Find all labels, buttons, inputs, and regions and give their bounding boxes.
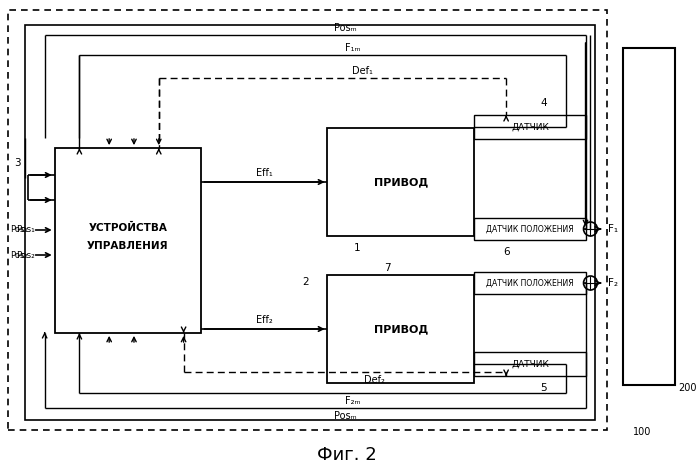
Bar bbox=[475, 272, 585, 294]
Text: 3: 3 bbox=[15, 158, 21, 168]
Text: Pos₂: Pos₂ bbox=[10, 250, 28, 259]
Bar bbox=[475, 115, 585, 139]
Bar bbox=[328, 128, 475, 236]
Text: 1: 1 bbox=[354, 243, 360, 253]
Text: Def₂: Def₂ bbox=[364, 375, 385, 385]
Text: F₂: F₂ bbox=[608, 278, 618, 288]
Text: 200: 200 bbox=[678, 383, 696, 393]
Text: УПРАВЛЕНИЯ: УПРАВЛЕНИЯ bbox=[88, 241, 169, 251]
Text: ДАТЧИК: ДАТЧИК bbox=[511, 359, 549, 368]
Text: 7: 7 bbox=[384, 263, 391, 273]
Bar bbox=[475, 218, 585, 240]
Text: ДАТЧИК ПОЛОЖЕНИЯ: ДАТЧИК ПОЛОЖЕНИЯ bbox=[486, 225, 574, 234]
Text: ДАТЧИК: ДАТЧИК bbox=[511, 123, 549, 132]
Text: Pos₁: Pos₁ bbox=[16, 226, 35, 234]
Text: ПРИВОД: ПРИВОД bbox=[374, 324, 428, 334]
Bar bbox=[25, 25, 596, 420]
Text: 2: 2 bbox=[302, 277, 309, 287]
Bar bbox=[623, 48, 675, 385]
Bar bbox=[328, 275, 475, 383]
Text: F₁: F₁ bbox=[608, 224, 619, 234]
Text: Pos₁: Pos₁ bbox=[10, 226, 28, 234]
Text: УСТРОЙСТВА: УСТРОЙСТВА bbox=[89, 223, 167, 233]
Text: 6: 6 bbox=[503, 247, 510, 257]
Text: Фиг. 2: Фиг. 2 bbox=[318, 446, 377, 464]
Bar bbox=[55, 148, 202, 333]
Text: ДАТЧИК ПОЛОЖЕНИЯ: ДАТЧИК ПОЛОЖЕНИЯ bbox=[486, 278, 574, 287]
Text: 4: 4 bbox=[540, 98, 547, 108]
Text: F₂ₘ: F₂ₘ bbox=[344, 396, 360, 406]
Bar bbox=[475, 352, 585, 376]
Text: 100: 100 bbox=[633, 427, 652, 437]
Text: Pos₂: Pos₂ bbox=[16, 250, 35, 259]
Text: ПРИВОД: ПРИВОД bbox=[374, 177, 428, 187]
Text: Def₁: Def₁ bbox=[352, 66, 372, 76]
Text: F₁ₘ: F₁ₘ bbox=[344, 43, 360, 53]
Text: Posₘ: Posₘ bbox=[333, 23, 356, 33]
Bar bbox=[8, 10, 608, 430]
Text: Eff₂: Eff₂ bbox=[256, 315, 273, 325]
Text: Posₘ: Posₘ bbox=[333, 411, 356, 421]
Text: 5: 5 bbox=[540, 383, 547, 393]
Text: Eff₁: Eff₁ bbox=[256, 168, 273, 178]
